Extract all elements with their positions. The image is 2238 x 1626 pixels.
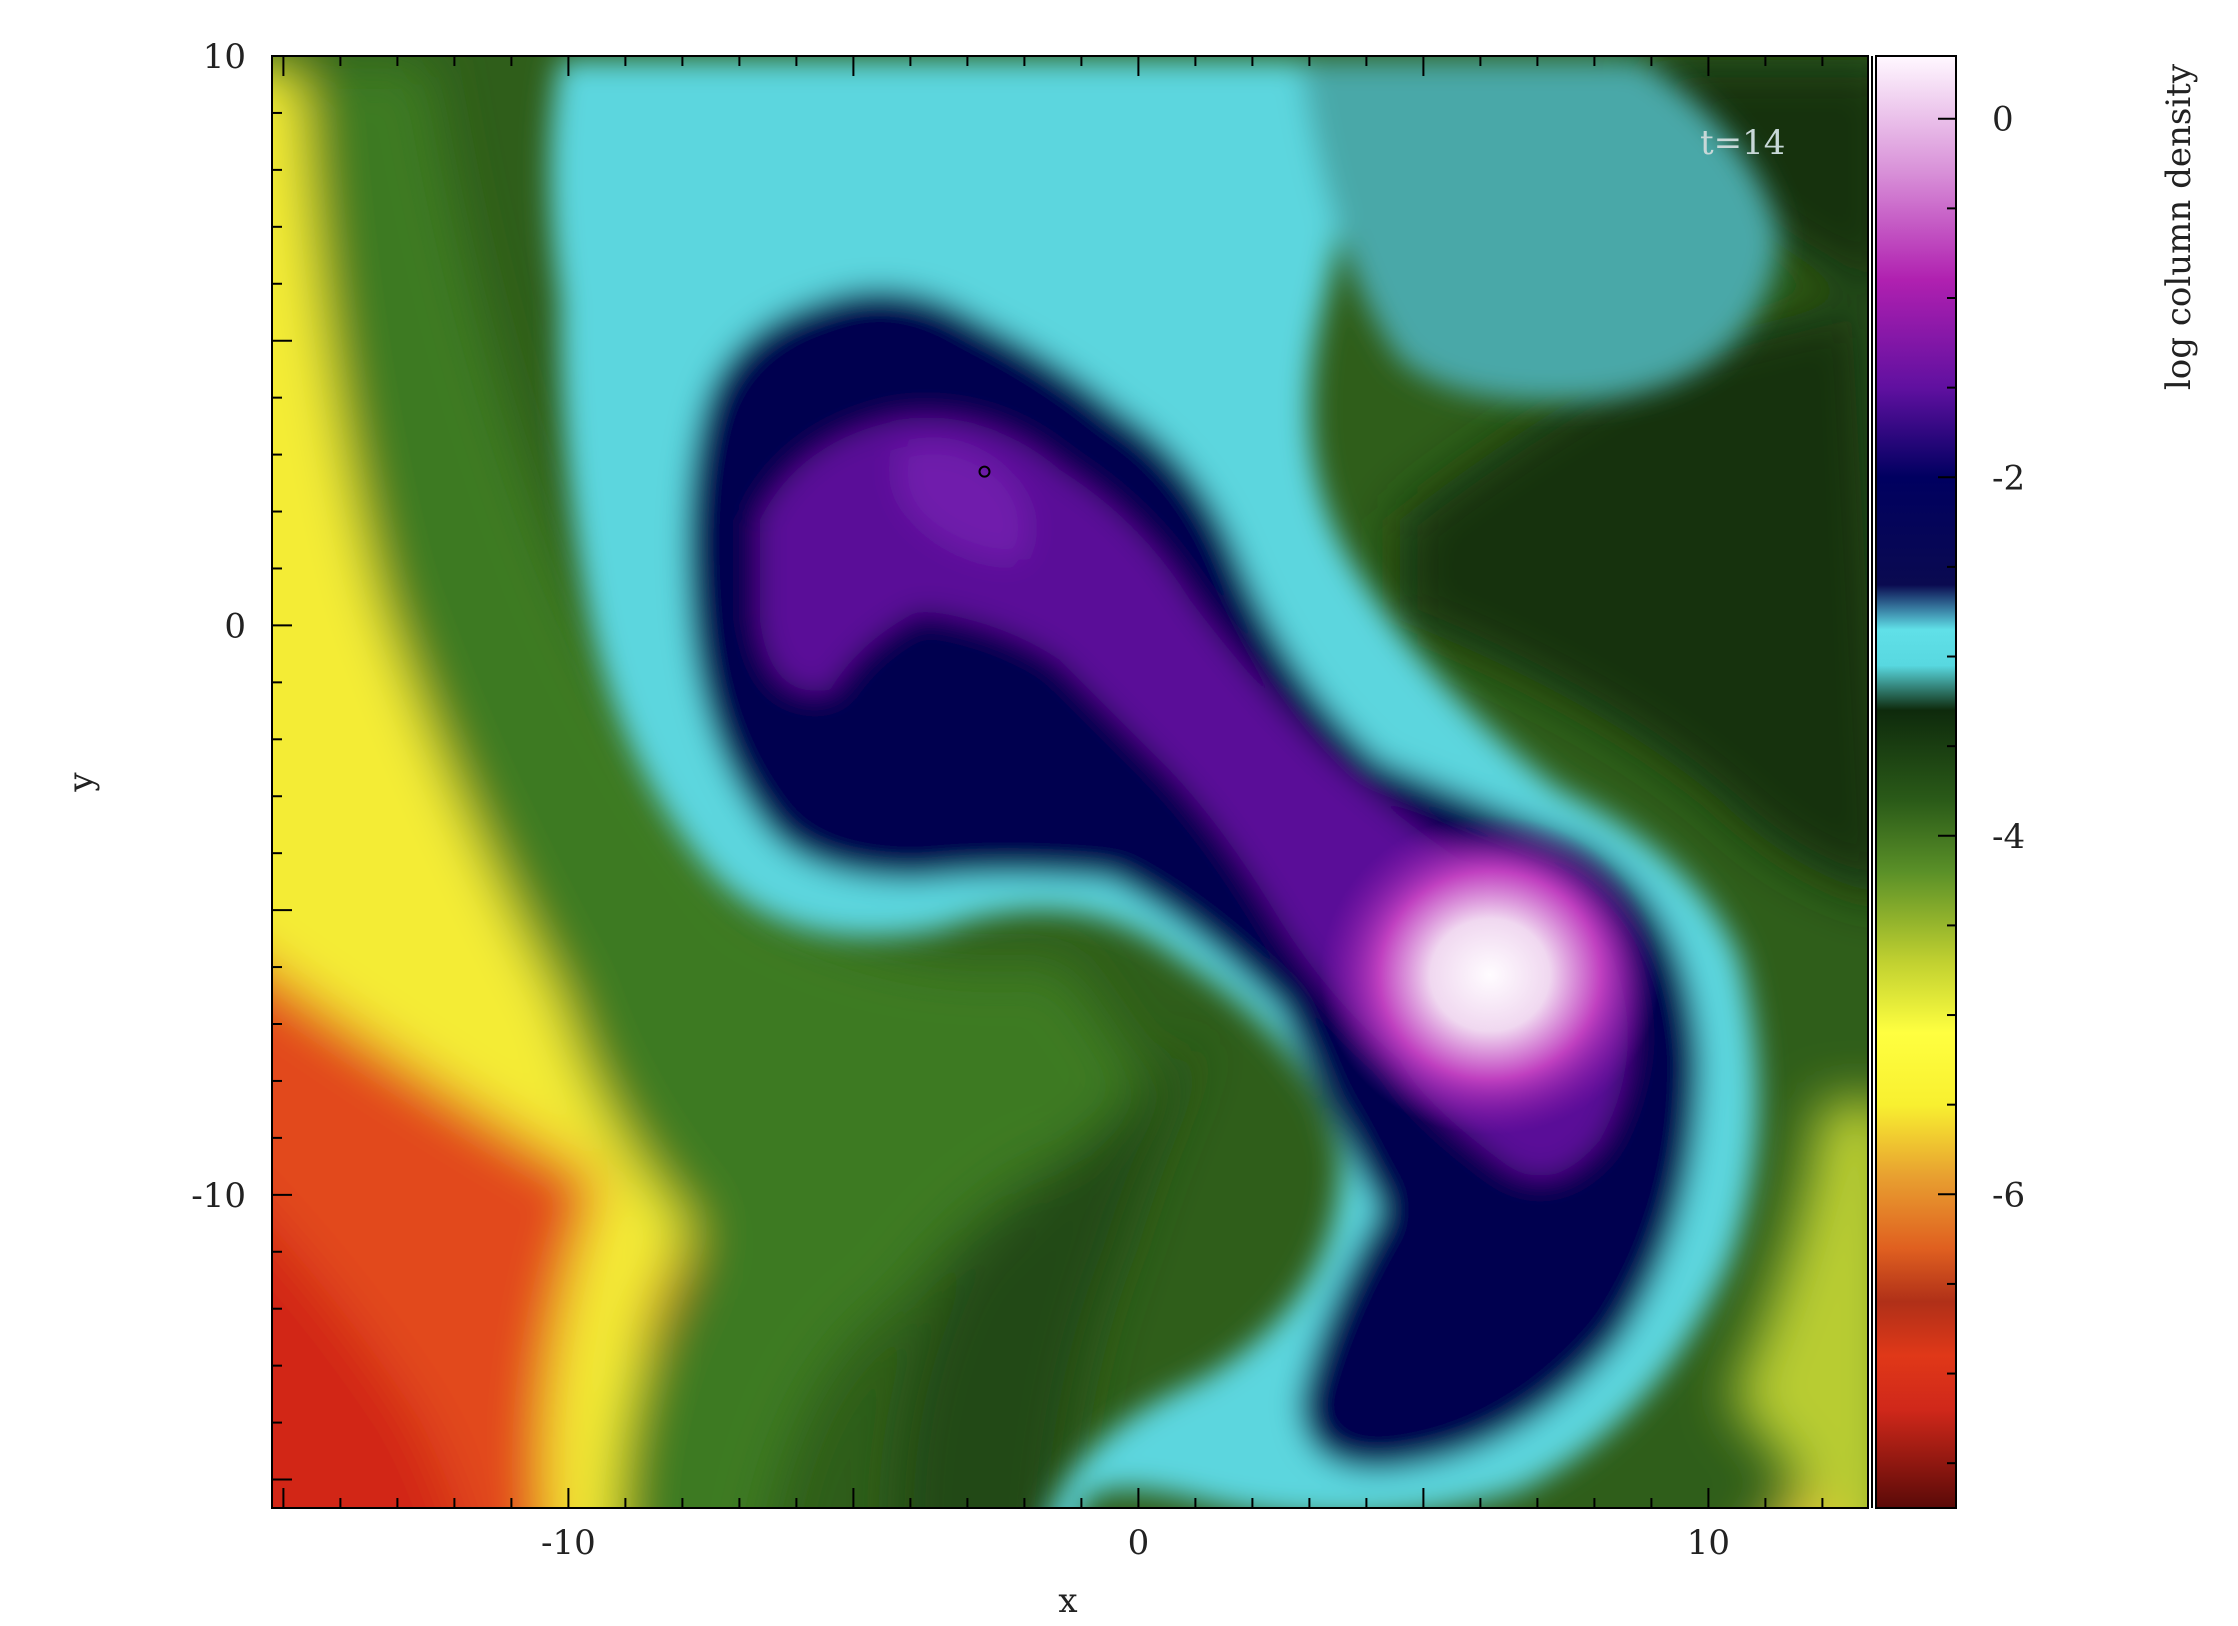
time-annotation: t=14 <box>1700 123 1785 163</box>
colorbar-label: log column density <box>2159 63 2199 390</box>
colorbar-tick-label: 0 <box>1992 100 2014 140</box>
colorbar-tick-label: -6 <box>1992 1175 2025 1215</box>
colorbar-ticks: 0 -2 -4 -6 <box>1938 100 2025 1465</box>
y-tick-label: -10 <box>191 1176 246 1216</box>
y-tick-label: 10 <box>203 37 246 77</box>
x-axis-ticks: -10 0 10 <box>282 56 1824 1563</box>
colorbar-frame <box>1875 55 1957 1509</box>
x-tick-label: 10 <box>1687 1523 1730 1563</box>
sink-particle-marker <box>978 465 991 478</box>
y-axis-ticks: -10 0 10 <box>191 37 292 1481</box>
y-axis-label: y <box>61 772 101 793</box>
colorbar <box>1876 56 1956 1508</box>
colorbar-tick-label: -2 <box>1992 458 2025 498</box>
density-map <box>272 56 1868 1508</box>
x-tick-label: -10 <box>541 1523 596 1563</box>
x-tick-label: 0 <box>1128 1523 1150 1563</box>
x-axis-label: x <box>1058 1581 1077 1621</box>
plot-frame <box>271 55 1869 1509</box>
colorbar-tick-label: -4 <box>1992 817 2025 857</box>
y-tick-label: 0 <box>224 606 246 646</box>
